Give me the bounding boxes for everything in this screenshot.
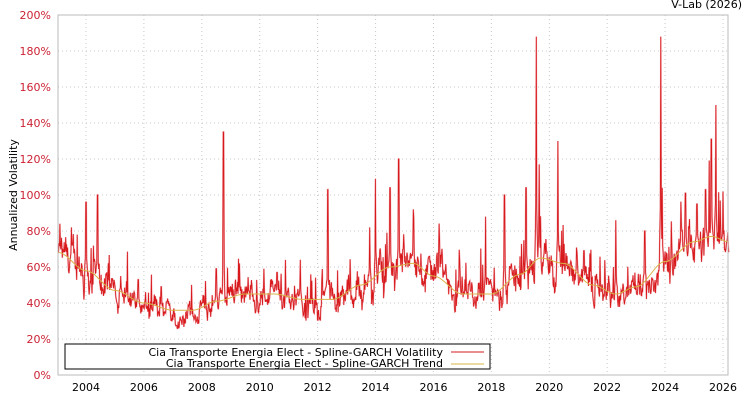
y-tick-label: 180% (20, 45, 51, 58)
y-tick-label: 100% (20, 189, 51, 202)
x-tick-label: 2016 (419, 381, 447, 394)
y-tick-label: 0% (34, 369, 51, 382)
x-tick-label: 2020 (535, 381, 563, 394)
y-tick-label: 80% (27, 225, 51, 238)
x-tick-label: 2026 (709, 381, 737, 394)
x-axis-ticks: 2004 2006 2008 2010 2012 2014 2016 2018 2020 2022… (72, 381, 737, 394)
volatility-line (58, 36, 730, 329)
y-tick-label: 20% (27, 333, 51, 346)
legend-label-trend: Cia Transporte Energia Elect - Spline-GA… (166, 357, 443, 370)
grid-lines (58, 15, 728, 375)
x-tick-label: 2006 (130, 381, 158, 394)
x-tick-label: 2014 (362, 381, 390, 394)
x-tick-label: 2012 (304, 381, 332, 394)
y-tick-label: 160% (20, 81, 51, 94)
trend-series (58, 235, 729, 311)
trend-line (58, 235, 729, 311)
x-tick-label: 2004 (72, 381, 100, 394)
legend: Cia Transporte Energia Elect - Spline-GA… (64, 343, 491, 370)
plot-frame (57, 14, 729, 376)
y-tick-label: 140% (20, 117, 51, 130)
legend-box (64, 343, 491, 370)
volatility-series (57, 36, 730, 330)
x-tick-label: 2010 (246, 381, 274, 394)
y-axis-label: Annualized Volatility (7, 139, 20, 251)
y-tick-label: 40% (27, 297, 51, 310)
x-tick-label: 2008 (188, 381, 216, 394)
y-tick-label: 200% (20, 9, 51, 22)
chart-credit: V-Lab (2026) (671, 0, 742, 11)
y-tick-label: 60% (27, 261, 51, 274)
x-tick-label: 2024 (651, 381, 679, 394)
x-tick-label: 2022 (593, 381, 621, 394)
y-axis-ticks: 0% 20% 40% 60% 80% 100% 120% 140% 160% 180% 200% (20, 9, 51, 382)
legend-label-volatility: Cia Transporte Energia Elect - Spline-GA… (148, 346, 443, 359)
x-tick-label: 2018 (477, 381, 505, 394)
y-tick-label: 120% (20, 153, 51, 166)
